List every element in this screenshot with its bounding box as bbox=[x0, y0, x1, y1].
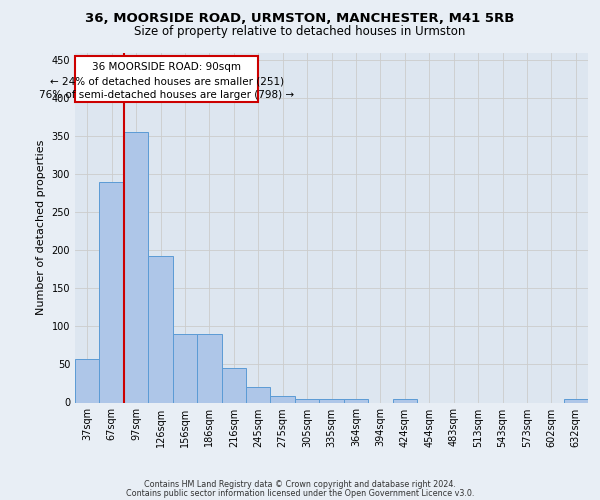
Text: Contains HM Land Registry data © Crown copyright and database right 2024.: Contains HM Land Registry data © Crown c… bbox=[144, 480, 456, 489]
Text: Contains public sector information licensed under the Open Government Licence v3: Contains public sector information licen… bbox=[126, 488, 474, 498]
Bar bbox=[124, 132, 148, 402]
Bar bbox=[319, 398, 344, 402]
Y-axis label: Number of detached properties: Number of detached properties bbox=[36, 140, 46, 315]
Bar bbox=[295, 398, 319, 402]
Bar bbox=[271, 396, 295, 402]
Bar bbox=[221, 368, 246, 402]
Text: 76% of semi-detached houses are larger (798) →: 76% of semi-detached houses are larger (… bbox=[39, 90, 294, 100]
Text: Size of property relative to detached houses in Urmston: Size of property relative to detached ho… bbox=[134, 25, 466, 38]
Bar bbox=[197, 334, 221, 402]
Text: ← 24% of detached houses are smaller (251): ← 24% of detached houses are smaller (25… bbox=[50, 76, 284, 86]
Bar bbox=[75, 359, 100, 403]
Bar bbox=[344, 398, 368, 402]
Bar bbox=[148, 256, 173, 402]
Bar bbox=[246, 388, 271, 402]
Bar bbox=[100, 182, 124, 402]
Text: 36 MOORSIDE ROAD: 90sqm: 36 MOORSIDE ROAD: 90sqm bbox=[92, 62, 241, 72]
Bar bbox=[173, 334, 197, 402]
Text: 36, MOORSIDE ROAD, URMSTON, MANCHESTER, M41 5RB: 36, MOORSIDE ROAD, URMSTON, MANCHESTER, … bbox=[85, 12, 515, 26]
Bar bbox=[392, 398, 417, 402]
FancyBboxPatch shape bbox=[75, 56, 258, 102]
Bar bbox=[563, 398, 588, 402]
